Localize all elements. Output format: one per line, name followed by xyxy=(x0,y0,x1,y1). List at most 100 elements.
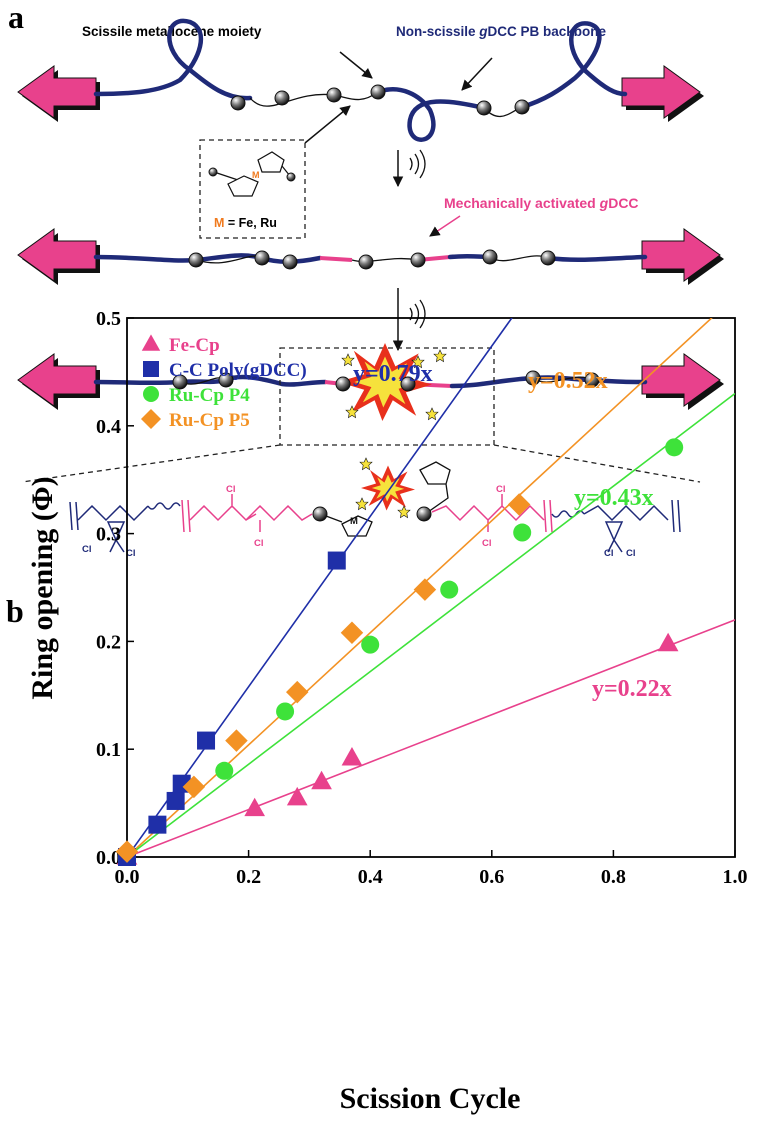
data-point xyxy=(148,815,167,834)
data-point xyxy=(413,578,437,601)
text-part: g xyxy=(478,24,488,39)
text-part: g xyxy=(599,195,609,211)
pull-arrow xyxy=(621,65,705,123)
panel-label: a xyxy=(8,0,24,35)
backbone xyxy=(519,21,628,110)
ultrasound-waves xyxy=(409,299,426,329)
panel-b: b Scission Cycle Ring opening (Φ) 0.0 0.2… xyxy=(6,308,748,1115)
text-part: Mechanically activated xyxy=(444,195,600,211)
atom-label: Cl xyxy=(82,544,92,555)
atom-label: Cl xyxy=(254,538,264,549)
zoom-line xyxy=(21,444,281,483)
backbone xyxy=(545,254,648,262)
pull-arrow xyxy=(641,228,725,286)
legend-marker xyxy=(143,361,159,377)
x-axis-title: Scission Cycle xyxy=(340,1082,521,1115)
pull-arrow xyxy=(17,228,101,286)
x-tick-label: 0.4 xyxy=(358,866,383,888)
chemical-structure: Cl Cl Cl Cl M Cl Cl Cl Cl xyxy=(69,457,681,559)
data-point xyxy=(244,797,266,817)
legend-marker xyxy=(141,334,161,351)
legend-label: C-C Poly(gDCC) xyxy=(169,360,307,381)
metallocene-balls xyxy=(172,370,600,392)
legend-label: Ru-Cp P5 xyxy=(169,410,250,431)
metallocene-balls xyxy=(230,84,530,116)
pull-arrow xyxy=(17,353,101,411)
atom-label: Cl xyxy=(226,484,236,495)
x-tick-label: 0.2 xyxy=(236,866,261,888)
y-tick-label: 0.1 xyxy=(96,739,121,761)
metallocene-sketch: M M = Fe, Ru xyxy=(208,151,296,230)
metal-definition: M = Fe, Ru xyxy=(214,216,277,230)
annotation: Mechanically activated gDCC xyxy=(444,195,639,211)
fit-label: y=0.43x xyxy=(574,485,654,511)
fit-line xyxy=(127,318,513,857)
data-point xyxy=(166,791,185,810)
activated-segment xyxy=(319,256,353,262)
data-point xyxy=(286,786,308,806)
atom-label: Cl xyxy=(482,538,492,549)
fit-label: y=0.22x xyxy=(592,676,672,702)
data-point xyxy=(115,840,139,863)
pointer-arrow xyxy=(339,51,373,79)
y-tick-label: 0.3 xyxy=(96,524,121,546)
ultrasound-waves xyxy=(409,149,426,179)
fit-label: y=0.79x xyxy=(353,361,433,387)
plot-frame xyxy=(126,317,736,858)
legend-label: Fe-Cp xyxy=(169,335,220,356)
data-point xyxy=(182,775,206,799)
data-point xyxy=(276,702,295,721)
data-point xyxy=(341,747,363,766)
y-tick-label: 0.0 xyxy=(96,847,121,869)
metal-label: M xyxy=(252,170,260,180)
data-point xyxy=(340,621,364,645)
zoom-box xyxy=(279,347,495,446)
y-tick-label: 0.5 xyxy=(96,308,121,330)
atom-label: M xyxy=(350,516,358,527)
legend-label: Ru-Cp P4 xyxy=(169,385,250,406)
atom-label: Cl xyxy=(496,484,506,495)
pull-arrow xyxy=(641,353,725,411)
fit-line xyxy=(127,392,735,857)
data-point xyxy=(285,680,309,704)
panel-a: a Scissile metallocene moiety Non-scissi… xyxy=(8,0,725,559)
atom-label: Cl xyxy=(626,548,636,559)
backbone xyxy=(93,18,253,101)
metallocene-link xyxy=(351,257,419,263)
text-part: M xyxy=(214,216,224,230)
fit-label: y=0.52x xyxy=(528,368,608,394)
data-point xyxy=(311,770,332,790)
y-tick-label: 0.4 xyxy=(96,416,121,438)
legend-marker xyxy=(143,386,159,402)
fit-line xyxy=(127,619,735,857)
backbone xyxy=(449,375,648,389)
data-point xyxy=(665,438,684,457)
backbone xyxy=(375,87,487,142)
x-tick-label: 0.0 xyxy=(115,866,140,888)
text-part: DCC xyxy=(608,195,638,211)
plot: 0.0 0.2 0.4 0.6 0.8 1.0 0.0 0.1 0.2 0.3 0.4 0.5 y=0.… xyxy=(96,308,748,888)
metallocene-balls xyxy=(188,249,556,270)
data-point xyxy=(657,632,679,652)
text-part: = Fe, Ru xyxy=(224,216,276,230)
data-point xyxy=(215,761,234,780)
text-part: Non-scissile xyxy=(396,24,479,39)
data-point xyxy=(507,493,531,516)
data-point xyxy=(440,580,459,599)
zoom-line xyxy=(493,444,701,483)
atom-label: Cl xyxy=(126,548,136,559)
pull-arrow xyxy=(17,65,101,123)
data-point xyxy=(513,523,532,542)
pointer-arrow xyxy=(429,215,461,237)
data-point xyxy=(361,635,380,654)
atom-label: Cl xyxy=(604,548,614,559)
x-tick-label: 0.6 xyxy=(479,866,504,888)
x-tick-label: 0.8 xyxy=(601,866,626,888)
legend-marker xyxy=(141,409,161,429)
data-point xyxy=(197,731,216,750)
x-tick-label: 1.0 xyxy=(723,866,748,888)
pointer-arrow xyxy=(461,57,493,91)
data-point xyxy=(225,729,248,752)
y-axis-title: Ring opening (Φ) xyxy=(26,476,59,699)
